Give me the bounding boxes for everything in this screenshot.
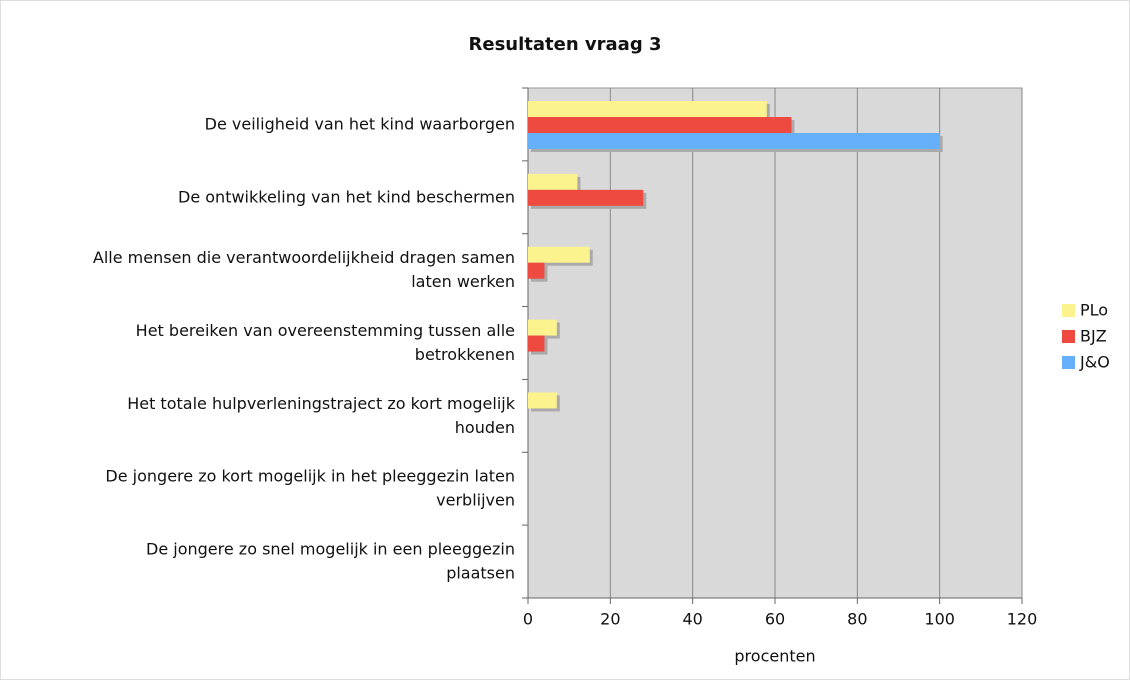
x-tick-label: 120 xyxy=(1007,610,1038,629)
y-tick-label: De veiligheid van het kind waarborgen xyxy=(205,114,515,133)
x-axis-label: procenten xyxy=(734,647,815,666)
legend-swatch xyxy=(1062,356,1075,369)
x-tick-label: 100 xyxy=(924,610,955,629)
legend-label: PLo xyxy=(1080,301,1108,320)
y-tick-label: De jongere zo snel mogelijk in een pleeg… xyxy=(146,539,515,582)
y-tick-label: De ontwikkeling van het kind beschermen xyxy=(178,187,515,206)
legend-label: BJZ xyxy=(1080,327,1107,346)
y-tick-label: Alle mensen die verantwoordelijkheid dra… xyxy=(93,248,515,291)
y-tick-label: Het totale hulpverleningstraject zo kort… xyxy=(127,393,516,436)
chart-title: Resultaten vraag 3 xyxy=(469,34,662,55)
bar xyxy=(528,133,940,149)
legend-swatch xyxy=(1062,330,1075,343)
bar xyxy=(528,319,557,336)
bar xyxy=(528,335,545,352)
x-tick-label: 80 xyxy=(847,610,867,629)
x-tick-label: 20 xyxy=(600,610,620,629)
y-tick-label: Het bereiken van overeenstemming tussen … xyxy=(136,321,515,364)
bar xyxy=(528,117,792,133)
legend-label: J&O xyxy=(1079,353,1110,372)
x-tick-label: 0 xyxy=(523,610,533,629)
bar xyxy=(528,189,644,206)
x-tick-label: 60 xyxy=(765,610,785,629)
x-tick-label: 40 xyxy=(682,610,702,629)
bar xyxy=(528,246,590,263)
bar xyxy=(528,262,545,279)
bar xyxy=(528,173,578,190)
bar xyxy=(528,392,557,409)
y-tick-label: De jongere zo kort mogelijk in het pleeg… xyxy=(105,466,515,509)
bar xyxy=(528,101,767,117)
legend-swatch xyxy=(1062,304,1075,317)
